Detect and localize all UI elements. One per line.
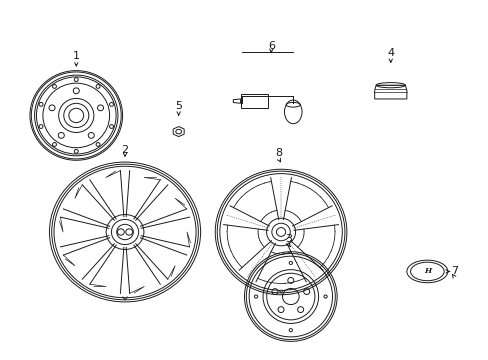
Text: 5: 5 — [175, 102, 182, 112]
Text: 6: 6 — [267, 41, 274, 50]
Text: 7: 7 — [449, 266, 457, 276]
Text: 1: 1 — [73, 51, 80, 61]
Text: H: H — [423, 267, 430, 275]
Text: 4: 4 — [386, 48, 393, 58]
Text: 8: 8 — [275, 148, 282, 158]
Text: 2: 2 — [121, 144, 128, 154]
Text: 3: 3 — [285, 234, 291, 244]
